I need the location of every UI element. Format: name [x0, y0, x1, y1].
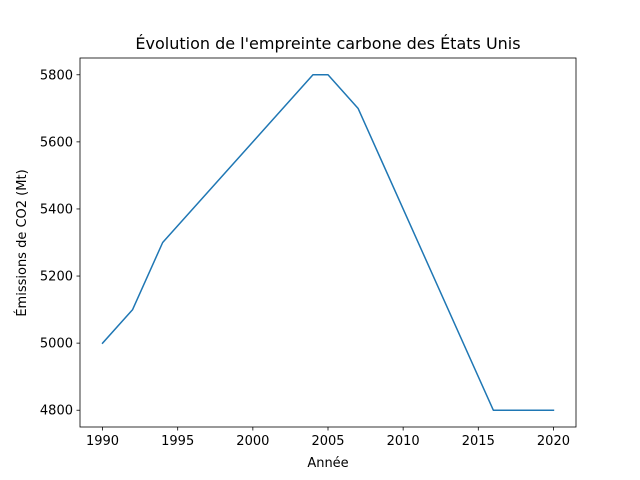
x-axis-label: Année: [307, 456, 348, 471]
y-tick-label: 5000: [40, 337, 73, 352]
y-tick-label: 4800: [40, 404, 73, 419]
y-tick-label: 5400: [40, 202, 73, 217]
x-tick-label: 2000: [236, 434, 269, 449]
x-tick-label: 2020: [537, 434, 570, 449]
y-tick-label: 5600: [40, 135, 73, 150]
x-tick-label: 1995: [161, 434, 194, 449]
y-axis-label: Émissions de CO2 (Mt): [14, 169, 30, 316]
plot-area: 1990 1995 2000 2005 2010 2015 2020 4800 5000 5200…: [40, 57, 577, 449]
axes-frame: [79, 57, 577, 428]
x-tick-label: 2015: [462, 434, 495, 449]
x-tick-label: 2010: [387, 434, 420, 449]
y-tick-label: 5800: [40, 68, 73, 83]
series-line-0: [101, 74, 555, 411]
chart-title: Évolution de l'empreinte carbone des Éta…: [135, 34, 520, 53]
x-tick-label: 2005: [311, 434, 344, 449]
y-tick-label: 5200: [40, 270, 73, 285]
x-tick-label: 1990: [86, 434, 119, 449]
